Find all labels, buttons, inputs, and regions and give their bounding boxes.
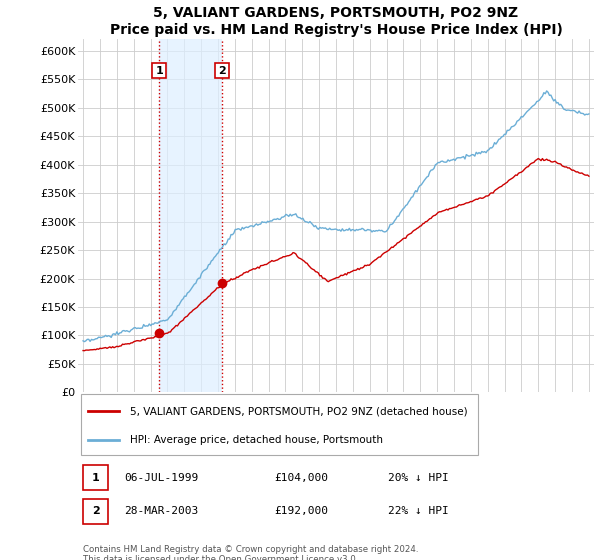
FancyBboxPatch shape [83,465,108,491]
Text: £192,000: £192,000 [274,506,328,516]
FancyBboxPatch shape [80,394,478,455]
Text: 28-MAR-2003: 28-MAR-2003 [124,506,199,516]
Text: HPI: Average price, detached house, Portsmouth: HPI: Average price, detached house, Port… [130,435,383,445]
Text: Contains HM Land Registry data © Crown copyright and database right 2024.
This d: Contains HM Land Registry data © Crown c… [83,545,419,560]
Bar [159,39,222,393]
Text: 5, VALIANT GARDENS, PORTSMOUTH, PO2 9NZ (detached house): 5, VALIANT GARDENS, PORTSMOUTH, PO2 9NZ … [130,406,467,416]
Text: 20% ↓ HPI: 20% ↓ HPI [388,473,448,483]
Text: 2: 2 [92,506,100,516]
Text: 06-JUL-1999: 06-JUL-1999 [124,473,199,483]
Text: 22% ↓ HPI: 22% ↓ HPI [388,506,448,516]
Text: 2: 2 [218,66,226,76]
Text: 1: 1 [92,473,100,483]
FancyBboxPatch shape [83,499,108,524]
Title: 5, VALIANT GARDENS, PORTSMOUTH, PO2 9NZ
Price paid vs. HM Land Registry's House : 5, VALIANT GARDENS, PORTSMOUTH, PO2 9NZ … [110,7,562,36]
Text: £104,000: £104,000 [274,473,328,483]
Text: 1: 1 [155,66,163,76]
